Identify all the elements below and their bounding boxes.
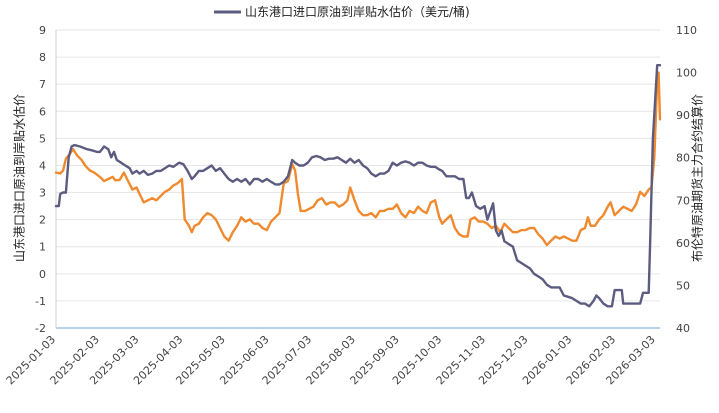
right-tick-label-1: 50 <box>676 279 690 292</box>
left-axis-ticks: -2 -1 0 1 2 3 4 5 6 7 8 9 <box>35 24 46 335</box>
right-axis-ticks: 40 50 60 70 80 90 100 110 <box>676 24 697 335</box>
right-axis-title: 布伦特原油期货主力合约结算价 <box>690 94 705 262</box>
legend-label-shandong: 山东港口进口原油到岸贴水估价（美元/桶) <box>245 4 470 19</box>
right-tick-label-2: 60 <box>676 237 690 250</box>
left-tick-label-3: 1 <box>39 241 46 254</box>
gridlines <box>56 29 660 302</box>
axes <box>55 30 660 329</box>
series-layer <box>54 64 662 308</box>
left-axis-title: 山东港口进口原油到岸贴水估价 <box>13 94 27 262</box>
left-tick-label-1: -1 <box>35 295 46 308</box>
left-tick-label-5: 3 <box>39 187 46 200</box>
x-axis-ticks: 2025-01-032025-02-032025-03-032025-04-03… <box>4 333 658 387</box>
right-tick-label-5: 90 <box>676 109 690 122</box>
legend[interactable]: 山东港口进口原油到岸贴水估价（美元/桶) <box>214 4 470 19</box>
left-tick-label-8: 6 <box>39 105 46 118</box>
series-line-brent-settlement <box>54 71 662 247</box>
series-line-shandong-premium <box>54 64 662 308</box>
right-tick-label-0: 40 <box>676 322 690 335</box>
left-tick-label-9: 7 <box>39 78 46 91</box>
right-tick-label-6: 100 <box>676 67 697 80</box>
left-tick-label-6: 4 <box>39 159 46 172</box>
left-tick-label-0: -2 <box>35 322 46 335</box>
left-tick-label-10: 8 <box>39 51 46 64</box>
right-tick-label-3: 70 <box>676 194 690 207</box>
right-tick-label-7: 110 <box>676 24 697 37</box>
right-tick-label-4: 80 <box>676 152 690 165</box>
left-tick-label-4: 2 <box>39 214 46 227</box>
left-tick-label-11: 9 <box>39 24 46 37</box>
left-tick-label-7: 5 <box>39 132 46 145</box>
left-tick-label-2: 0 <box>39 268 46 281</box>
